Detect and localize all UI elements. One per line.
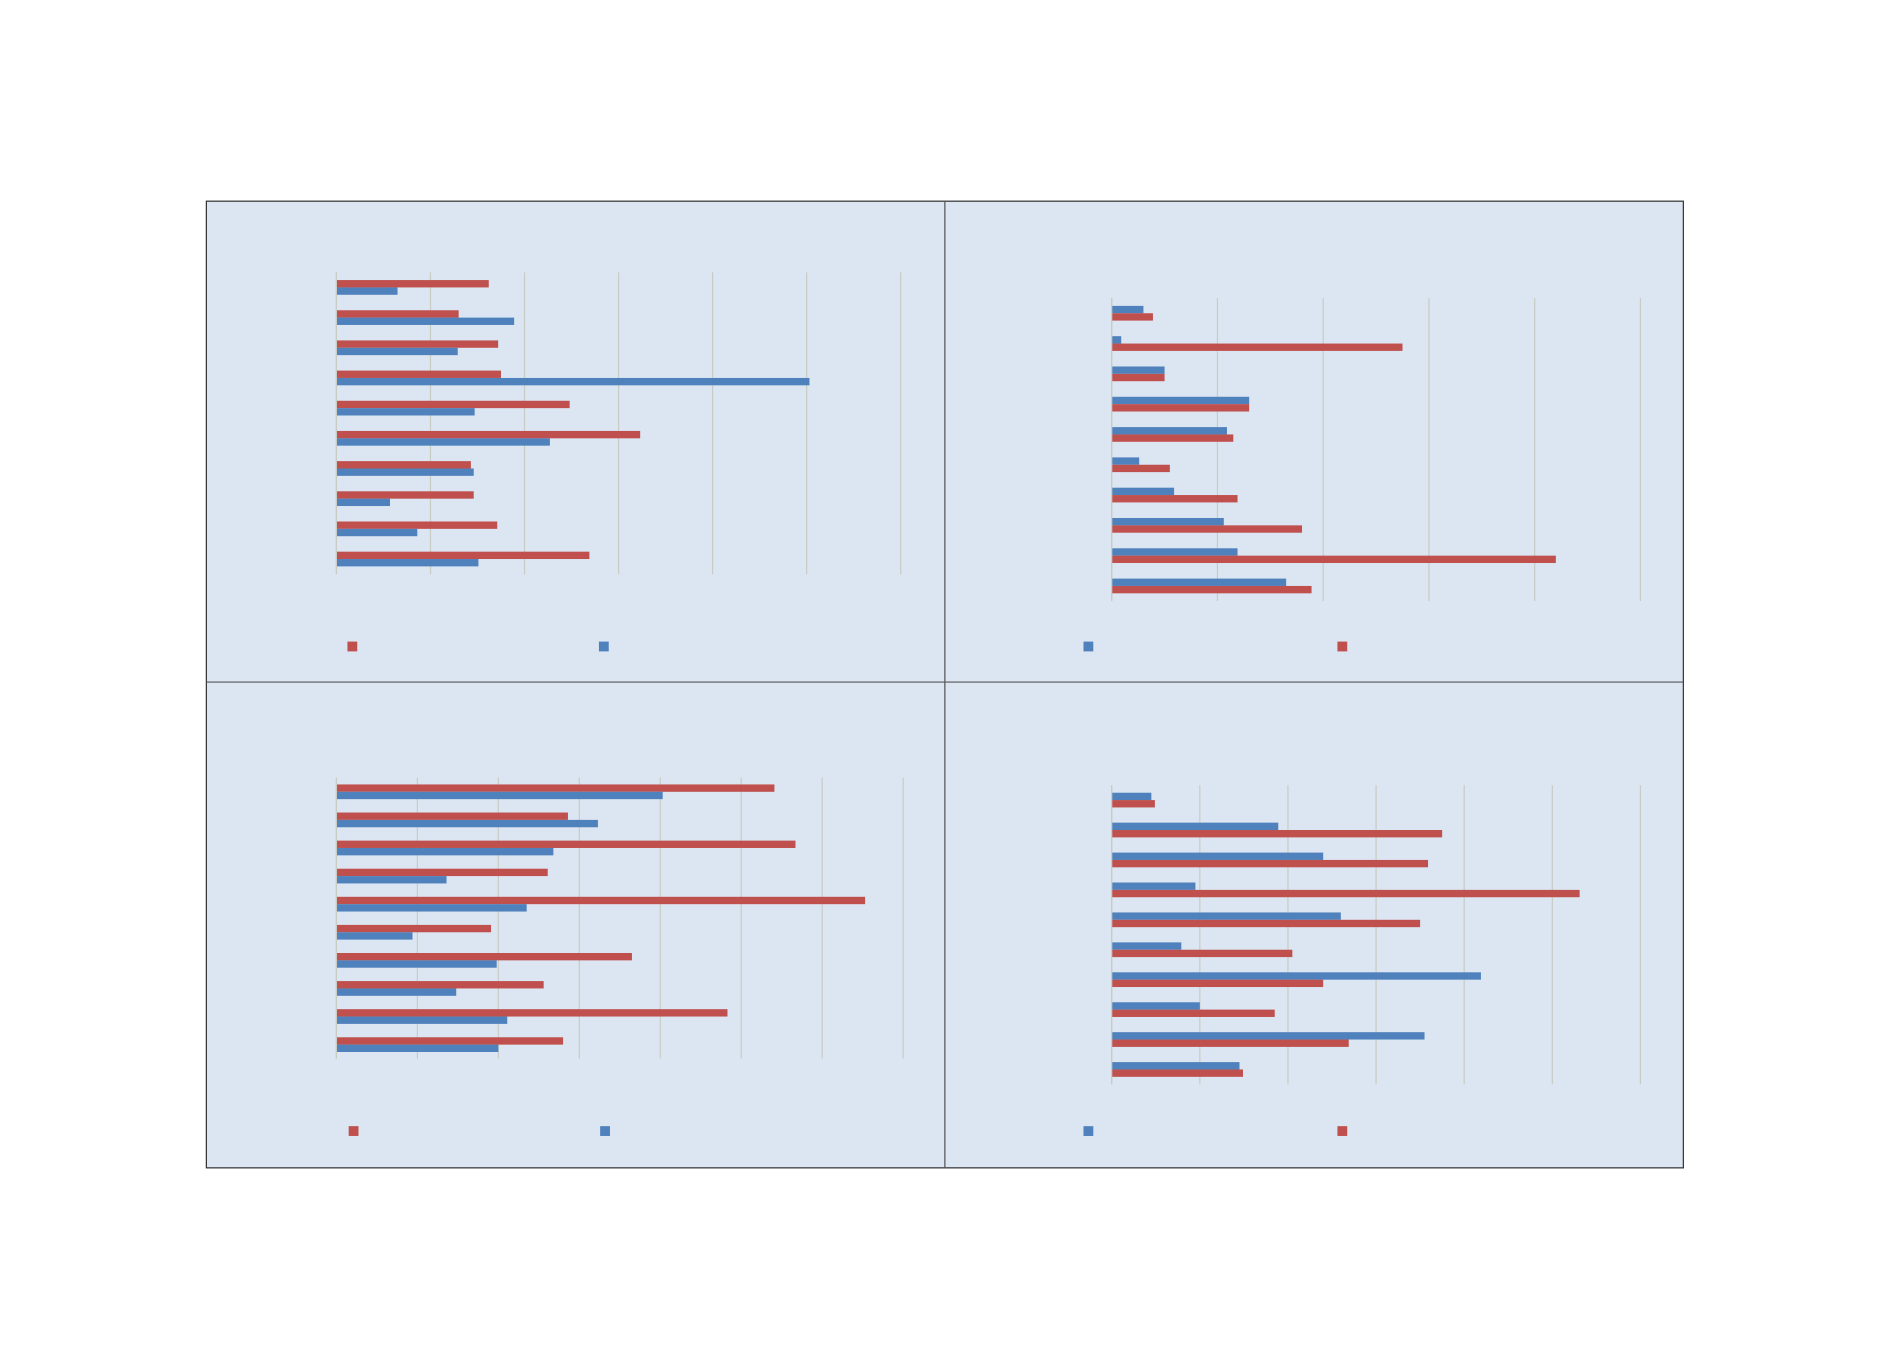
bar xyxy=(1111,1002,1200,1010)
bar xyxy=(336,347,458,356)
bar xyxy=(1111,434,1234,442)
bar xyxy=(1111,942,1182,950)
bar xyxy=(336,461,471,469)
bar xyxy=(336,876,447,884)
bar xyxy=(1111,336,1122,344)
bar xyxy=(336,559,479,567)
bar xyxy=(336,952,632,961)
bar xyxy=(336,521,498,529)
bar xyxy=(336,791,663,800)
bar xyxy=(336,400,570,409)
bar xyxy=(1111,555,1556,564)
bar xyxy=(336,1016,508,1024)
bar xyxy=(336,340,499,348)
legend-marker xyxy=(348,1126,359,1136)
bar xyxy=(1111,830,1443,838)
bar xyxy=(1111,859,1429,868)
bar xyxy=(336,896,866,905)
bar xyxy=(1111,1039,1349,1047)
bar xyxy=(1111,548,1238,556)
bar xyxy=(1111,457,1140,465)
bar xyxy=(1111,464,1170,473)
bar xyxy=(1111,305,1144,314)
bar xyxy=(1111,792,1152,801)
bar xyxy=(336,408,475,416)
legend-marker xyxy=(1083,1126,1094,1136)
bar xyxy=(1111,396,1250,405)
bar xyxy=(1111,889,1580,898)
bar xyxy=(1111,313,1153,321)
bar xyxy=(336,981,544,989)
bar xyxy=(1111,343,1403,351)
bar xyxy=(336,310,459,318)
bar xyxy=(336,868,548,877)
bar xyxy=(1111,366,1165,374)
bar xyxy=(1111,1069,1244,1077)
bar xyxy=(1111,517,1224,526)
legend-marker xyxy=(598,641,609,652)
bar xyxy=(1111,1009,1275,1017)
bar xyxy=(1111,495,1238,503)
bar xyxy=(1111,487,1175,496)
bar xyxy=(336,468,474,476)
bar xyxy=(336,528,418,537)
bar xyxy=(1111,919,1421,928)
bar xyxy=(1111,852,1324,860)
bar xyxy=(1111,949,1293,958)
bar xyxy=(1111,578,1287,586)
bar xyxy=(1111,373,1165,382)
bar xyxy=(336,904,527,912)
bar xyxy=(336,1009,728,1017)
bar xyxy=(336,932,413,940)
bar xyxy=(1111,800,1155,808)
bar xyxy=(336,924,492,933)
bar xyxy=(336,988,457,996)
bar xyxy=(1111,404,1250,412)
bar xyxy=(336,960,497,968)
bar xyxy=(336,491,474,499)
bar xyxy=(336,551,590,560)
bar xyxy=(1111,427,1227,435)
legend-marker xyxy=(600,1126,610,1136)
bar xyxy=(336,1044,499,1052)
bar xyxy=(336,377,810,386)
bar xyxy=(336,847,554,856)
bar xyxy=(336,438,550,446)
legend-marker xyxy=(1337,641,1348,652)
legend-marker xyxy=(1337,1126,1348,1136)
bar xyxy=(336,280,489,288)
bar xyxy=(1111,822,1279,831)
bar xyxy=(336,430,641,439)
bar xyxy=(1111,1062,1240,1070)
bar xyxy=(336,1037,564,1045)
bar xyxy=(336,784,775,792)
bar xyxy=(1111,585,1312,594)
bar xyxy=(336,840,796,848)
bar xyxy=(1111,972,1481,980)
bar xyxy=(336,287,398,295)
bar xyxy=(1111,525,1303,533)
bar xyxy=(336,498,391,507)
bar xyxy=(1111,979,1324,988)
bar xyxy=(336,370,501,378)
bar xyxy=(336,317,515,325)
legend-marker xyxy=(1083,641,1094,652)
bar xyxy=(1111,1032,1425,1040)
bar xyxy=(1111,912,1341,920)
bar xyxy=(1111,882,1196,890)
bar xyxy=(336,812,568,820)
legend-marker xyxy=(347,641,358,652)
bar xyxy=(336,819,598,828)
